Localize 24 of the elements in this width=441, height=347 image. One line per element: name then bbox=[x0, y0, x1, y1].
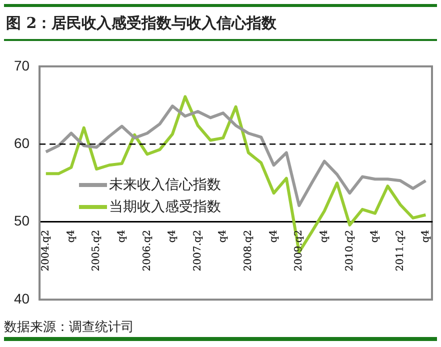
x-tick-label: q4 bbox=[66, 230, 77, 243]
x-tick-label: 2005.q2 bbox=[91, 230, 102, 272]
x-tick-label: q4 bbox=[370, 230, 381, 243]
x-tick-label: q4 bbox=[167, 230, 178, 243]
y-tick-label: 70 bbox=[14, 57, 30, 74]
x-tick-label: 2006.q2 bbox=[142, 230, 153, 272]
x-tick-label: q4 bbox=[268, 230, 280, 243]
x-tick-label: q4 bbox=[420, 230, 432, 243]
source-note: 数据来源：调查统计司 bbox=[4, 319, 134, 336]
x-tick-label: 2010.q2 bbox=[344, 230, 356, 272]
x-tick-label: q4 bbox=[218, 230, 229, 243]
chart-title: 图 2：居民收入感受指数与收入信心指数 bbox=[4, 4, 437, 41]
legend-label: 当期收入感受指数 bbox=[108, 198, 221, 217]
x-tick-label: 2007.q2 bbox=[192, 230, 204, 272]
x-tick-label: q4 bbox=[116, 230, 128, 243]
y-tick-label: 50 bbox=[14, 212, 30, 229]
x-tick-label: q4 bbox=[318, 230, 330, 243]
y-tick-label: 40 bbox=[14, 290, 30, 306]
x-tick-label: 2004.q2 bbox=[40, 230, 52, 272]
legend-label: 未来收入信心指数 bbox=[108, 176, 221, 195]
x-tick-label: 2009.q2 bbox=[294, 230, 305, 272]
x-tick-label: 2008.q2 bbox=[243, 230, 254, 272]
y-tick-label: 60 bbox=[14, 134, 30, 151]
x-tick-label: 2011.q2 bbox=[394, 230, 406, 272]
